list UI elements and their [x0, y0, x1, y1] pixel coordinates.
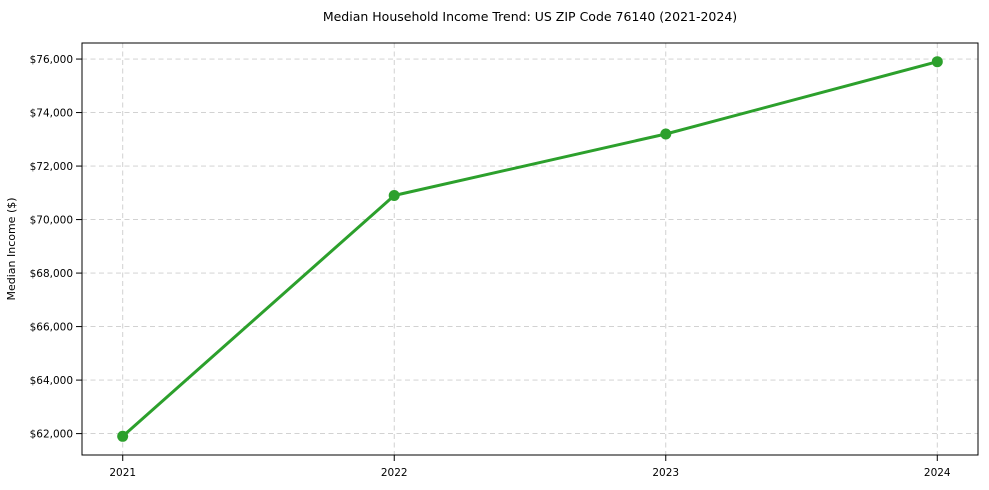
axis-tick-labels: $62,000 $64,000 $66,000 $68,000 $70,000 $72,0…: [30, 54, 951, 479]
y-tick-label: $76,000: [30, 54, 73, 66]
y-tick-label: $72,000: [30, 161, 73, 173]
data-point-marker: [388, 190, 400, 201]
gridlines: [82, 43, 978, 455]
y-tick-label: $68,000: [30, 268, 73, 280]
income-line-series: [117, 56, 943, 442]
plot-border: [81, 42, 979, 456]
data-point-marker: [117, 430, 129, 442]
data-point-marker: [931, 56, 943, 68]
data-point-marker: [660, 128, 672, 140]
y-tick-label: $74,000: [30, 108, 73, 120]
axis-ticks: [76, 58, 938, 461]
y-axis-label: Median Income ($): [5, 197, 18, 300]
y-tick-label: $70,000: [30, 215, 73, 227]
y-tick-label: $66,000: [30, 322, 73, 334]
chart-title: Median Household Income Trend: US ZIP Co…: [323, 9, 737, 24]
x-tick-label: 2023: [652, 467, 679, 479]
series-line: [121, 60, 939, 438]
x-tick-label: 2024: [924, 467, 951, 479]
x-tick-label: 2021: [109, 467, 136, 479]
y-tick-label: $62,000: [30, 429, 73, 441]
x-tick-label: 2022: [381, 467, 408, 479]
y-tick-label: $64,000: [30, 375, 73, 387]
